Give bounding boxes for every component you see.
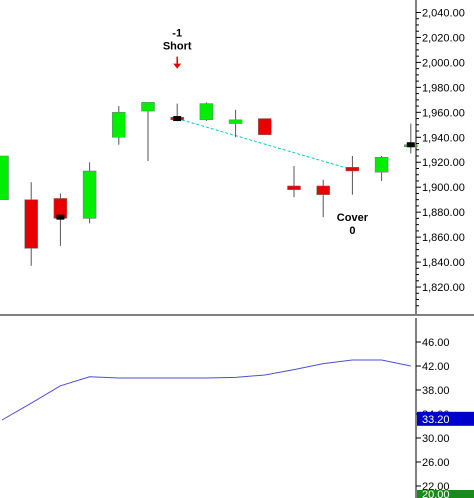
candle <box>199 102 214 122</box>
candle <box>112 106 126 145</box>
candle-body <box>199 103 214 121</box>
price-tick-label: 1,880.00 <box>422 207 465 219</box>
candle <box>287 165 301 198</box>
current-value-badge <box>417 411 474 426</box>
candle <box>0 155 9 200</box>
candle-body <box>228 119 243 124</box>
candle <box>345 156 360 195</box>
indicator-tick-label: 46.00 <box>422 337 450 349</box>
candle-body <box>112 112 126 138</box>
price-tick-label: 1,940.00 <box>422 132 465 144</box>
candle <box>316 179 330 218</box>
annotation-label: 0 <box>349 225 355 237</box>
price-tick-label: 1,900.00 <box>422 182 465 194</box>
candle-body <box>374 156 389 173</box>
indicator-tick-label: 26.00 <box>422 457 450 469</box>
candle-body <box>316 185 330 195</box>
price-tick-label: 1,820.00 <box>422 282 465 294</box>
annotation-label: -1 <box>172 28 182 40</box>
price-tick-label: 1,840.00 <box>422 257 465 269</box>
bottom-value-label: 20.00 <box>422 489 450 498</box>
price-tick-label: 1,980.00 <box>422 82 465 94</box>
price-tick-label: 2,000.00 <box>422 57 465 69</box>
candle <box>24 182 38 266</box>
short-arrow-head <box>173 63 182 69</box>
price-tick-label: 1,920.00 <box>422 157 465 169</box>
trade-marker <box>406 142 415 148</box>
candle <box>258 118 272 136</box>
candle-body <box>287 185 301 190</box>
candle <box>228 109 243 138</box>
candle-body <box>258 118 272 136</box>
candle <box>82 162 97 224</box>
candle <box>404 123 418 154</box>
trade-line <box>177 118 353 171</box>
candle-body <box>24 199 38 249</box>
trade-marker <box>173 116 182 122</box>
annotation-label: Cover <box>337 212 369 224</box>
price-tick-label: 2,020.00 <box>422 32 465 44</box>
indicator-tick-label: 30.00 <box>422 433 450 445</box>
candle-body <box>141 102 155 112</box>
bottom-value-badge <box>417 490 474 498</box>
price-tick-label: 2,040.00 <box>422 7 465 19</box>
indicator-tick-label: 38.00 <box>422 385 450 397</box>
candle-body <box>0 155 9 200</box>
current-value-label: 33.20 <box>422 414 450 426</box>
price-tick-label: 1,860.00 <box>422 232 465 244</box>
candle <box>141 102 155 161</box>
indicator-tick-label: 42.00 <box>422 361 450 373</box>
annotation-label: Short <box>163 41 192 53</box>
price-tick-label: 1,960.00 <box>422 107 465 119</box>
candle-body <box>82 170 97 219</box>
indicator-line <box>1 359 411 421</box>
candle-body <box>345 166 360 172</box>
candle <box>374 156 389 181</box>
trade-marker <box>56 214 65 220</box>
